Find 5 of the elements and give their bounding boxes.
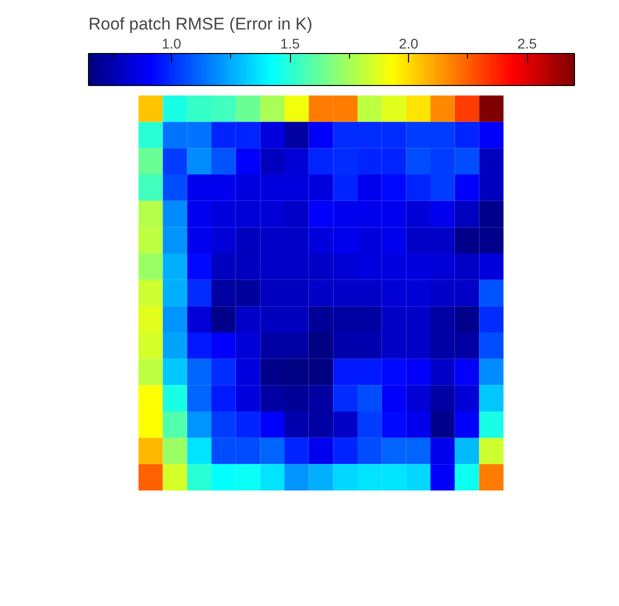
color-bar-title: Roof patch RMSE (Error in K) — [88, 14, 312, 34]
color-bar-label: 2.5 — [517, 36, 538, 52]
color-bar-label: 1.0 — [162, 36, 182, 52]
color-bar-label: 1.5 — [280, 36, 300, 52]
color-bar-label: 2.0 — [398, 36, 418, 52]
